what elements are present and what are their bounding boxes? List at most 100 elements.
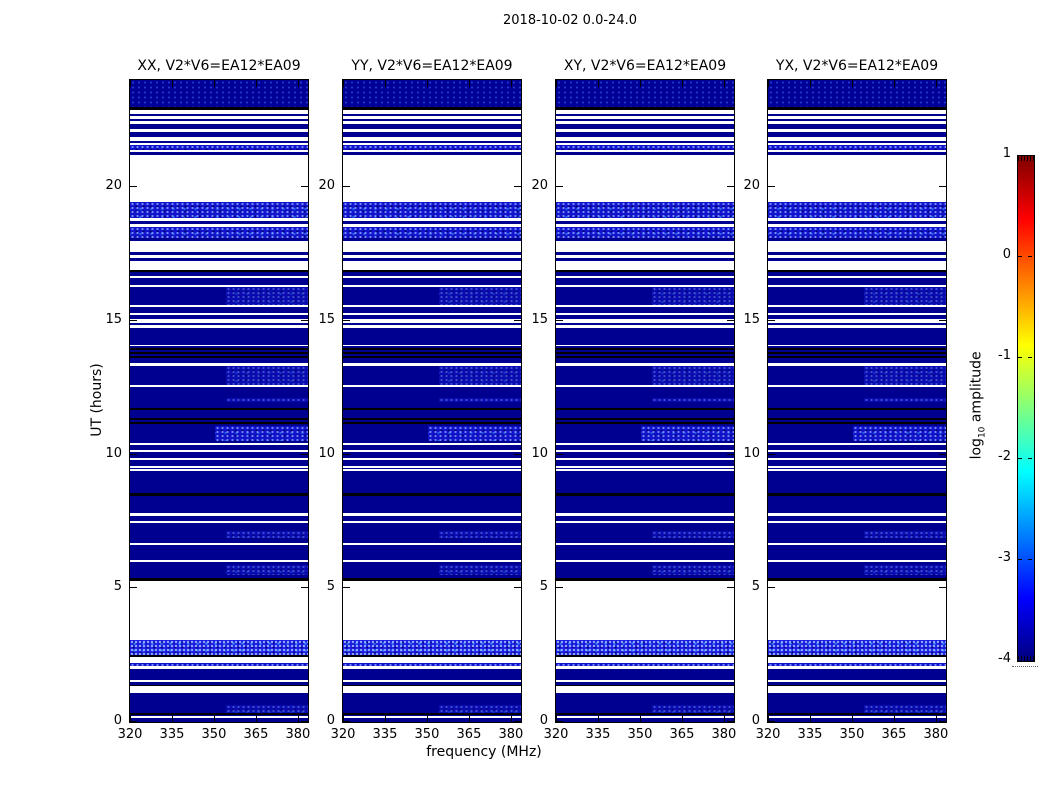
- flag-stripe: [343, 407, 521, 411]
- flag-stripe: [556, 704, 734, 713]
- flag-stripe: [343, 120, 521, 124]
- flag-stripe: [556, 227, 734, 239]
- flag-stripe: [343, 384, 521, 388]
- x-tick-label: 320: [543, 727, 569, 742]
- flag-stripe-right-speckle: [428, 425, 521, 442]
- flag-stripe: [343, 716, 521, 718]
- x-tick-mark: [556, 80, 557, 87]
- flag-stripe: [130, 466, 308, 468]
- spectrum-panel-yy: [342, 79, 522, 723]
- flag-stripe: [343, 363, 521, 366]
- flag-stripe: [130, 656, 308, 663]
- flag-stripe: [130, 365, 308, 385]
- flag-stripe: [556, 284, 734, 288]
- x-tick-mark: [597, 715, 599, 722]
- flag-stripe: [130, 418, 308, 420]
- x-tick-label: 320: [330, 727, 356, 742]
- colorbar-bottom-hatch: [1018, 656, 1034, 661]
- y-tick-mark: [939, 186, 946, 187]
- flag-stripe: [768, 578, 946, 582]
- x-tick-mark: [556, 715, 557, 722]
- flag-stripe: [768, 685, 946, 694]
- spectrum-panel-xy: [555, 79, 735, 723]
- flag-stripe: [343, 449, 521, 453]
- y-tick-mark: [727, 587, 734, 589]
- y-tick-label: 20: [105, 178, 122, 193]
- y-tick-mark: [556, 319, 563, 321]
- flag-stripe: [130, 120, 308, 124]
- flag-stripe: [768, 384, 946, 388]
- flag-stripe: [768, 559, 946, 563]
- flag-stripe: [130, 145, 308, 151]
- colorbar-tick-label: -1: [998, 348, 1011, 363]
- y-tick-mark: [514, 319, 521, 321]
- x-axis-label: frequency (MHz): [426, 744, 542, 760]
- flag-stripe: [343, 227, 521, 239]
- flag-stripe: [556, 120, 734, 124]
- flag-stripe: [130, 639, 308, 656]
- flag-stripe: [768, 304, 946, 308]
- flag-stripe: [556, 564, 734, 575]
- y-tick-mark: [130, 453, 137, 455]
- flag-stripe-right-speckle: [439, 704, 521, 713]
- flag-stripe: [343, 513, 521, 517]
- panel-title-xy: XY, V2*V6=EA12*EA09: [563, 58, 727, 74]
- flag-stripe: [130, 655, 308, 657]
- flag-stripe: [130, 287, 308, 305]
- flag-stripe: [556, 655, 734, 657]
- flag-stripe-right-speckle: [226, 287, 308, 305]
- spectrum-panel-yx: [767, 79, 947, 723]
- flag-stripe: [768, 80, 946, 107]
- colorbar-dotted-mark: [1012, 666, 1038, 667]
- x-tick-mark: [510, 715, 512, 722]
- y-tick-label: 20: [743, 178, 760, 193]
- flag-stripe: [556, 201, 734, 219]
- flag-stripe: [130, 442, 308, 445]
- y-tick-mark: [343, 186, 350, 187]
- flag-stripe: [130, 457, 308, 461]
- y-tick-mark: [727, 453, 734, 455]
- flag-stripe: [130, 449, 308, 453]
- colorbar-label-sub: 10: [977, 426, 988, 439]
- x-tick-mark: [768, 80, 769, 87]
- flag-stripe: [556, 666, 734, 670]
- flag-stripe: [556, 521, 734, 523]
- x-tick-mark: [597, 80, 599, 87]
- flag-stripe: [343, 80, 521, 107]
- y-tick-label: 10: [105, 445, 122, 461]
- flag-stripe: [343, 241, 521, 252]
- flag-stripe-right-speckle: [652, 398, 734, 403]
- flag-stripe-right-speckle: [652, 564, 734, 575]
- x-tick-label: 380: [711, 727, 737, 742]
- y-tick-mark: [768, 319, 775, 321]
- flag-stripe: [130, 513, 308, 517]
- x-tick-mark: [343, 715, 344, 722]
- flag-stripe: [768, 261, 946, 270]
- flag-stripe: [556, 398, 734, 403]
- flag-stripe: [343, 352, 521, 354]
- flag-stripe: [343, 418, 521, 420]
- x-tick-label: 365: [243, 727, 269, 742]
- flag-stripe: [768, 356, 946, 358]
- flag-stripe: [768, 407, 946, 411]
- y-tick-mark: [939, 319, 946, 321]
- flag-stripe: [343, 639, 521, 656]
- flag-stripe: [343, 284, 521, 288]
- x-tick-mark: [171, 715, 173, 722]
- colorbar-label-suffix: amplitude: [968, 351, 985, 427]
- flag-stripe: [130, 543, 308, 545]
- flag-stripe: [343, 312, 521, 316]
- y-tick-label: 0: [113, 713, 122, 728]
- flag-stripe: [343, 223, 521, 228]
- flag-stripe: [556, 142, 734, 145]
- flag-stripe: [768, 521, 946, 523]
- y-tick-mark: [768, 453, 775, 455]
- colorbar-tick-mark: [1018, 357, 1022, 358]
- y-tick-mark: [301, 453, 308, 455]
- flag-stripe: [343, 201, 521, 219]
- x-tick-mark: [213, 715, 215, 722]
- x-tick-label: 335: [159, 727, 185, 742]
- x-tick-label: 350: [201, 727, 227, 742]
- x-tick-label: 380: [285, 727, 311, 742]
- y-tick-mark: [768, 186, 775, 187]
